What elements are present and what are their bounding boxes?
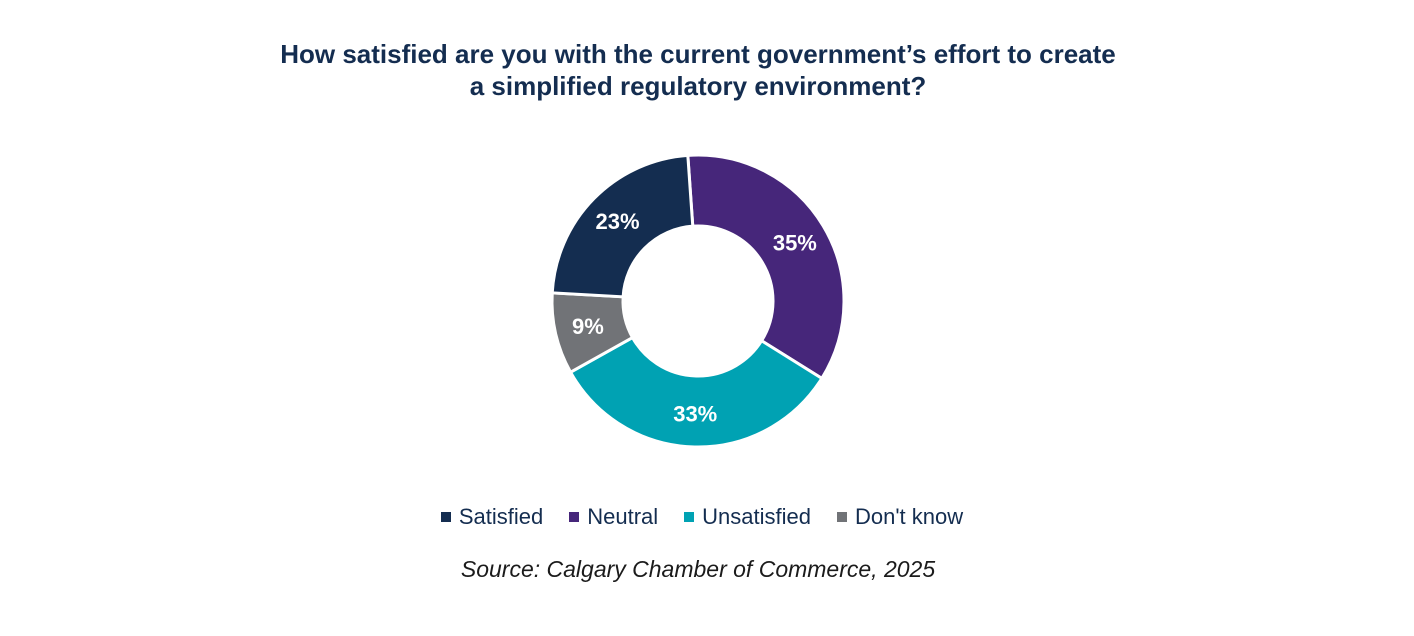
legend-label-dont-know: Don't know: [855, 504, 964, 529]
source-note: Source: Calgary Chamber of Commerce, 202…: [460, 556, 936, 582]
chart-title: How satisfied are you with the current g…: [0, 38, 1396, 102]
chart-title-line-1: How satisfied are you with the current g…: [280, 39, 1116, 69]
legend-swatch-dont-know: [837, 512, 847, 522]
legend-swatch-unsatisfied: [684, 512, 695, 522]
legend-item-dont-know: Don't know: [837, 504, 963, 530]
legend-label-satisfied: Satisfied: [458, 504, 544, 529]
legend-item-neutral: Neutral: [569, 504, 658, 530]
slice-unsatisfied: [568, 335, 824, 449]
legend-label-neutral: Neutral: [587, 504, 659, 529]
slice-satisfied: [550, 153, 695, 299]
chart-title-line-2: a simplified regulatory environment?: [469, 71, 927, 101]
slice-label-unsatisfied: 33%: [673, 401, 717, 426]
chart-legend: Satisfied Neutral Unsatisfied Don't know: [0, 504, 1404, 530]
legend-item-unsatisfied: Unsatisfied: [684, 504, 811, 530]
legend-item-satisfied: Satisfied: [440, 504, 544, 530]
slice-label-dont-know: 9%: [572, 314, 604, 339]
legend-label-unsatisfied: Unsatisfied: [702, 504, 811, 529]
slice-label-satisfied: 23%: [596, 209, 640, 234]
legend-swatch-neutral: [569, 512, 580, 522]
legend-swatch-satisfied: [440, 512, 451, 522]
slice-label-neutral: 35%: [773, 230, 817, 255]
slice-neutral: [686, 153, 846, 381]
